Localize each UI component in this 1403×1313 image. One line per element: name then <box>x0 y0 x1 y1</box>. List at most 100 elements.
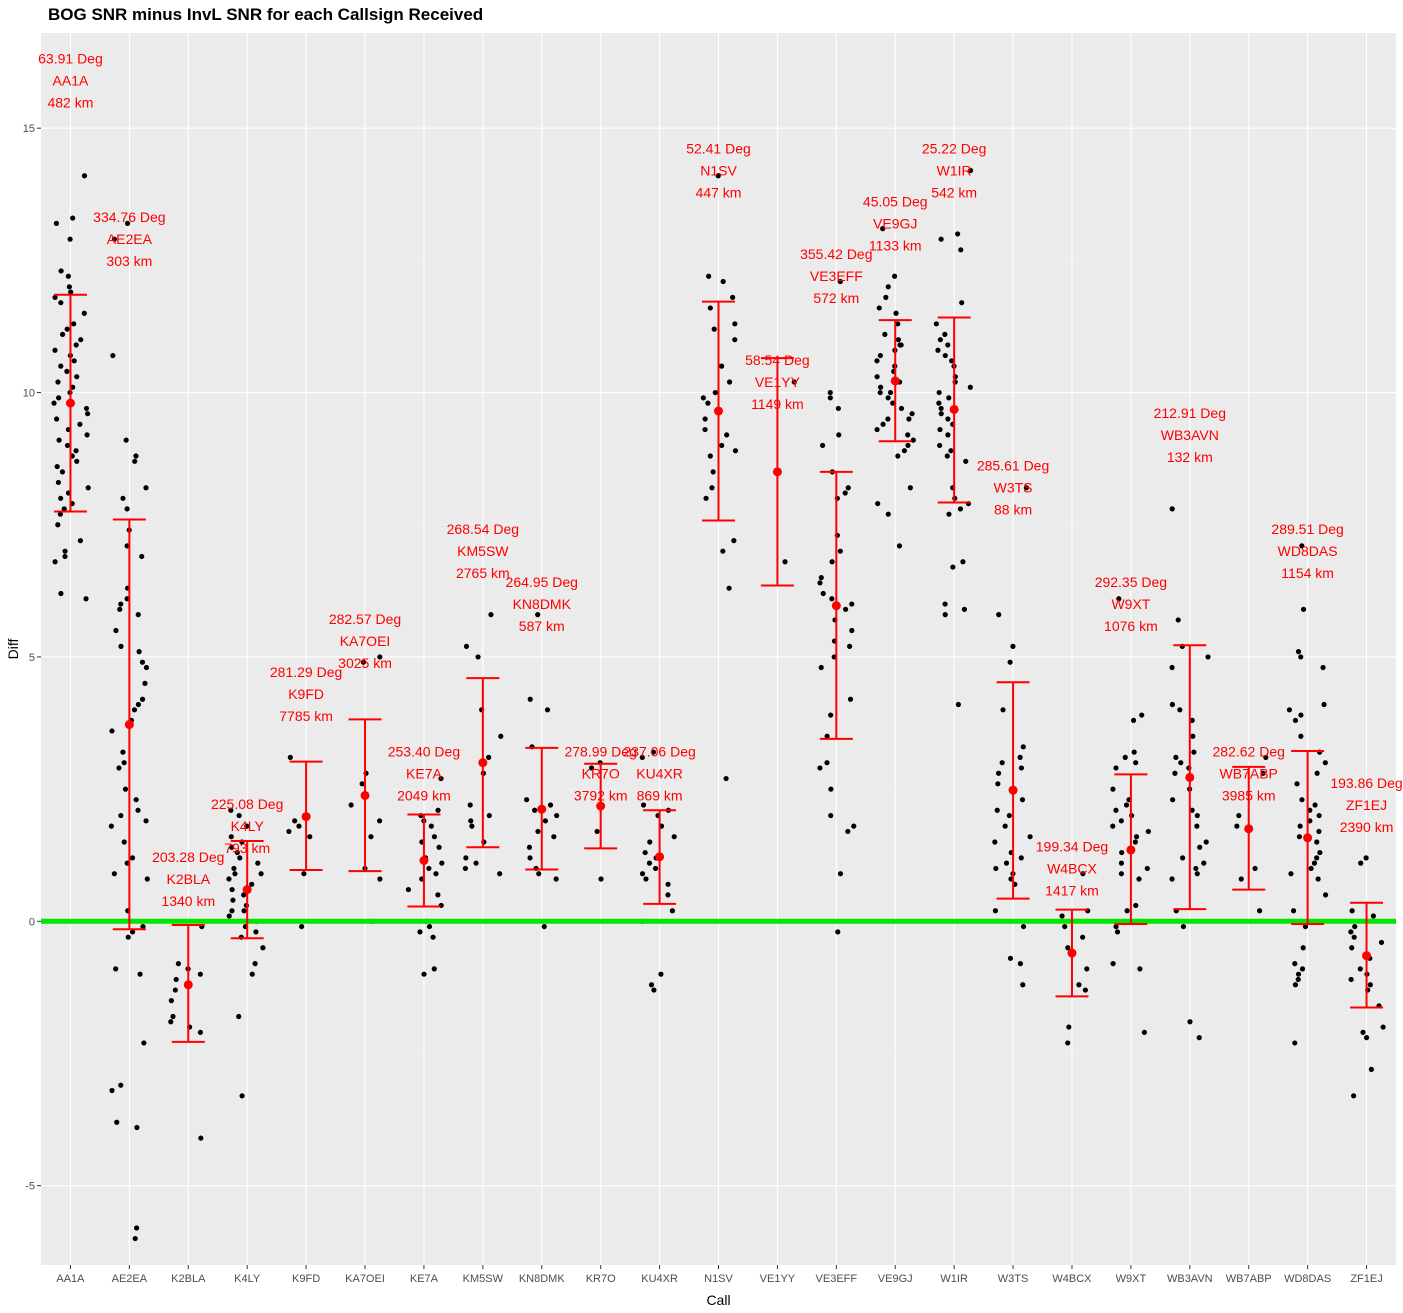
data-point <box>1203 839 1209 845</box>
data-point <box>65 273 71 279</box>
data-point <box>536 871 542 877</box>
data-point <box>1136 876 1142 882</box>
data-point <box>955 231 961 237</box>
data-point <box>168 998 174 1004</box>
data-point <box>81 310 87 316</box>
data-point <box>1351 934 1357 940</box>
x-tick-label: W4BCX <box>1052 1273 1092 1285</box>
data-point <box>960 559 966 565</box>
data-point <box>1003 860 1010 866</box>
data-point <box>360 659 367 665</box>
data-point <box>719 442 725 449</box>
data-point <box>139 553 145 560</box>
data-point <box>253 929 259 935</box>
data-point <box>1002 823 1008 829</box>
data-point <box>463 855 469 861</box>
data-point <box>359 781 365 787</box>
data-point <box>111 871 117 877</box>
data-point <box>836 432 842 438</box>
annotation-label: 2765 km <box>456 565 510 581</box>
data-point <box>720 548 726 554</box>
x-tick-label: K4LY <box>234 1273 261 1285</box>
data-point <box>945 432 951 438</box>
data-point <box>139 696 146 702</box>
annotation-label: 264.95 Deg <box>506 574 578 590</box>
data-point <box>141 1040 147 1046</box>
mean-point <box>1185 772 1195 782</box>
annotation-label: W9XT <box>1111 596 1150 612</box>
annotation-label: 587 km <box>519 618 565 634</box>
data-point <box>1298 654 1304 660</box>
data-point <box>554 812 560 819</box>
data-point <box>1348 976 1354 983</box>
annotation-label: 237.06 Deg <box>623 743 695 759</box>
data-point <box>937 426 943 433</box>
data-point <box>286 828 292 835</box>
data-point <box>131 707 138 713</box>
data-point <box>1196 1035 1202 1041</box>
data-point <box>648 982 655 988</box>
data-point <box>818 575 824 581</box>
data-point <box>967 167 974 174</box>
annotation-label: 268.54 Deg <box>447 521 519 537</box>
data-point <box>849 627 855 634</box>
data-point <box>702 416 708 422</box>
data-point <box>198 1135 204 1141</box>
data-point <box>1023 485 1030 491</box>
data-point <box>957 506 964 512</box>
data-point <box>958 247 964 253</box>
data-point <box>436 844 442 850</box>
data-point <box>959 300 965 306</box>
data-point <box>710 469 716 475</box>
data-point <box>829 596 835 602</box>
data-point <box>824 733 830 739</box>
data-point <box>782 559 788 565</box>
data-point <box>260 945 266 951</box>
x-tick-label: KR7O <box>586 1273 616 1285</box>
data-point <box>135 807 141 813</box>
data-point <box>647 839 653 845</box>
data-point <box>712 389 718 396</box>
annotation-label: 793 km <box>224 840 270 856</box>
data-point <box>237 855 243 861</box>
annotation-label: 225.08 Deg <box>211 796 283 812</box>
annotation-label: 285.61 Deg <box>977 458 1049 474</box>
data-point <box>54 463 60 470</box>
annotation-label: K2BLA <box>166 871 210 887</box>
chart-title: BOG SNR minus InvL SNR for each Callsign… <box>48 5 484 24</box>
data-point <box>1018 765 1024 771</box>
data-point <box>898 405 905 412</box>
data-point <box>64 368 70 375</box>
data-point <box>64 442 71 449</box>
x-tick-label: KM5SW <box>463 1273 504 1285</box>
annotation-label: 193.86 Deg <box>1330 775 1402 791</box>
data-point <box>874 374 880 380</box>
x-tick-label: KU4XR <box>641 1273 678 1285</box>
data-point <box>230 897 236 903</box>
data-point <box>1234 823 1240 829</box>
data-point <box>935 347 941 353</box>
data-point <box>944 453 950 459</box>
x-tick-label: VE9GJ <box>878 1273 913 1285</box>
data-point <box>1294 781 1300 787</box>
data-point <box>249 971 255 977</box>
data-point <box>70 215 76 221</box>
data-point <box>1292 961 1298 967</box>
annotation-label: 25.22 Deg <box>922 140 987 156</box>
data-point <box>1295 971 1302 977</box>
annotation-label: 282.57 Deg <box>329 611 401 627</box>
data-point <box>255 860 261 866</box>
data-point <box>818 664 824 671</box>
data-point <box>1020 982 1026 988</box>
mean-point <box>124 720 134 730</box>
data-point <box>892 273 898 279</box>
data-point <box>665 892 671 898</box>
data-point <box>639 871 646 877</box>
data-point <box>1300 945 1306 951</box>
data-point <box>54 416 60 422</box>
data-point <box>885 284 891 290</box>
data-point <box>652 865 659 872</box>
data-point <box>1007 659 1013 665</box>
data-point <box>52 347 58 353</box>
annotation-label: KU4XR <box>636 765 683 781</box>
